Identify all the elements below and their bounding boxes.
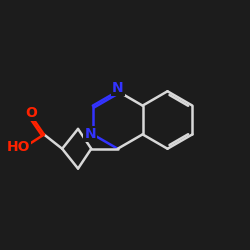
Text: N: N [112,80,124,94]
Text: HO: HO [7,140,30,154]
Text: N: N [84,128,96,141]
Text: O: O [25,106,37,120]
